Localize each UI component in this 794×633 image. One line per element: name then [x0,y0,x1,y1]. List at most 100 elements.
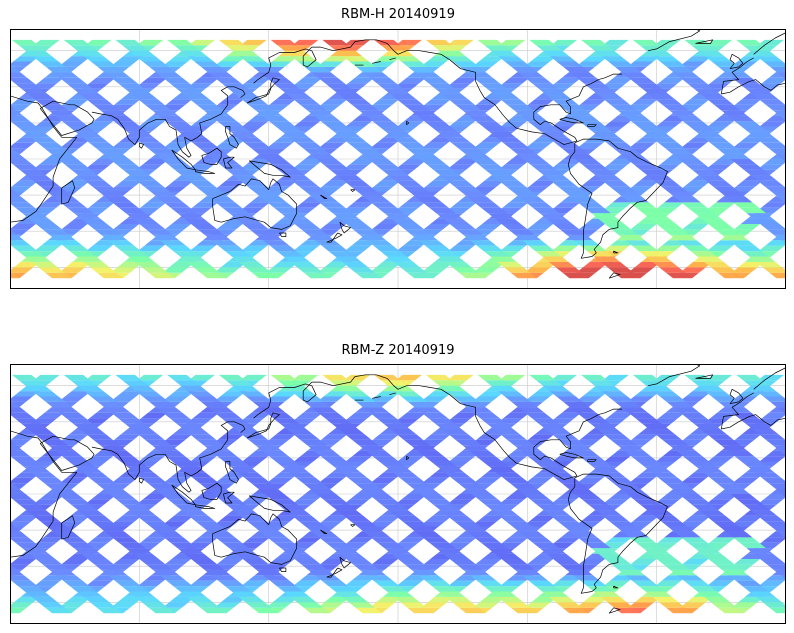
coastline [613,585,619,589]
swath-segment [60,537,87,543]
swath-segment [231,591,258,597]
swath-segment [608,159,635,165]
swath-segment [642,88,669,94]
swath-segment [631,434,658,440]
swath-segment [477,180,505,187]
swath-segment [100,110,127,116]
swath-segment [408,66,435,73]
swath-segment [282,131,309,138]
swath-segment [221,418,248,424]
swath-segment [376,83,403,89]
swath-segment [49,234,76,241]
swath-segment [392,472,420,478]
swath-segment [115,180,142,187]
coastline [326,567,343,578]
swath-segment [413,488,440,494]
swath-segment [57,494,85,500]
swath-segment [335,591,362,597]
swath-segment [383,423,410,429]
swath-segment [500,99,527,105]
swath-segment [85,580,113,587]
swath-segment [266,412,293,419]
swath-segment [762,602,786,608]
swath-segment [277,45,304,51]
swath-segment [595,175,622,181]
swath-segment [11,374,39,381]
swath-segment [447,180,474,187]
swath-segment [576,267,603,273]
swath-segment [184,218,211,224]
coastline [39,435,95,471]
swath-segment [576,602,603,608]
swath-segment [393,261,420,268]
swath-segment [733,224,761,230]
swath-segment [98,191,125,197]
swath-segment [448,245,475,252]
swath-segment [478,164,505,170]
swath-segment [593,591,621,597]
swath-segment [730,159,757,165]
swath-segment [700,94,727,100]
swath-segment [693,88,721,94]
swath-segment [284,50,311,57]
swath-segment [451,77,478,84]
swath-segment [424,456,451,462]
swath-segment [539,548,566,554]
swath-segment [449,121,476,127]
swath-segment [424,121,451,127]
swath-segment [717,607,744,614]
swath-segment [35,121,62,127]
swath-segment [673,72,700,78]
swath-segment [503,477,530,484]
swath-segment [525,477,552,484]
swath-segment [559,439,586,446]
swath-segment [134,137,161,143]
swath-segment [10,196,29,203]
swath-segment [476,434,503,440]
swath-segment [599,137,626,143]
swath-segment [120,126,147,132]
coastline [91,86,246,158]
swath-segment [263,575,290,581]
swath-segment [293,121,321,127]
swath-segment [380,586,407,592]
swath-segment [48,110,75,116]
swath-segment [565,445,592,451]
swath-segment [242,121,269,127]
swath-segment [117,83,145,89]
swath-segment [401,159,428,165]
swath-segment [419,494,447,500]
swath-segment [58,267,86,273]
swath-segment [192,202,219,208]
rbm-z-coastlines [10,364,786,614]
swath-segment [73,88,100,94]
swath-segment [575,61,602,67]
swath-segment [224,126,251,132]
swath-segment [263,240,290,246]
swath-segment [323,164,350,170]
swath-segment [452,267,479,273]
swath-segment [521,575,549,581]
swath-segment [271,56,299,62]
swath-segment [10,450,30,457]
swath-segment [467,531,494,538]
swath-segment [151,445,179,451]
swath-segment [70,380,97,386]
swath-segment [712,521,739,527]
swath-segment [435,423,462,429]
swath-segment [542,50,570,57]
swath-segment [318,77,345,84]
swath-segment [353,229,380,235]
swath-segment [352,439,379,446]
coastline [608,607,621,614]
swath-segment [752,429,779,435]
swath-segment [432,380,459,386]
swath-segment [437,131,464,138]
coastline [279,567,287,572]
swath-segment [285,175,312,181]
swath-segment [621,407,648,413]
swath-segment [603,99,631,105]
swath-segment [680,412,707,419]
swath-segment [380,251,407,257]
swath-segment [499,374,526,381]
